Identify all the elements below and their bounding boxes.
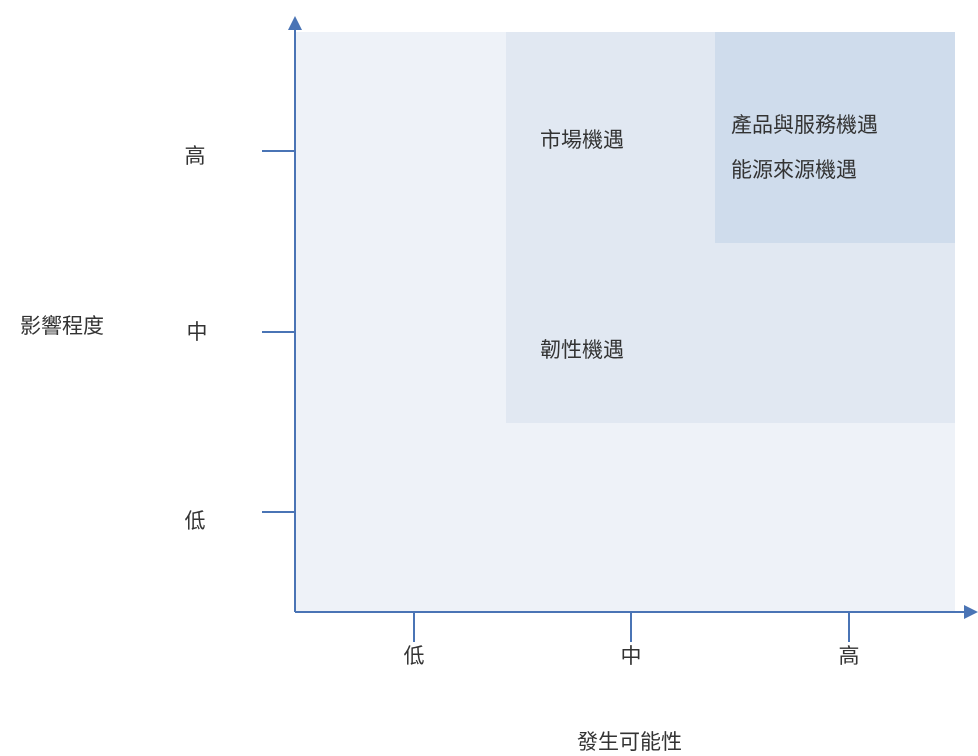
resilience-opportunity-label: 韌性機遇 [540,338,624,362]
x-tick-label-high: 高 [838,644,860,668]
x-axis-arrow [964,605,978,619]
x-axis-title: 發生可能性 [577,730,682,754]
market-opportunity-label: 市場機遇 [540,128,624,152]
high-opportunity-zone [715,32,955,243]
energy-source-opportunity-label: 能源來源機遇 [731,158,857,182]
y-axis-arrow [288,16,302,30]
y-tick-label-high: 高 [184,144,206,168]
y-tick-label-low: 低 [184,509,206,533]
x-tick-label-medium: 中 [620,644,642,668]
y-axis-title: 影響程度 [20,314,104,338]
y-tick-label-medium: 中 [186,320,208,344]
x-tick-label-low: 低 [403,644,425,668]
products-services-opportunity-label: 產品與服務機遇 [731,113,878,137]
